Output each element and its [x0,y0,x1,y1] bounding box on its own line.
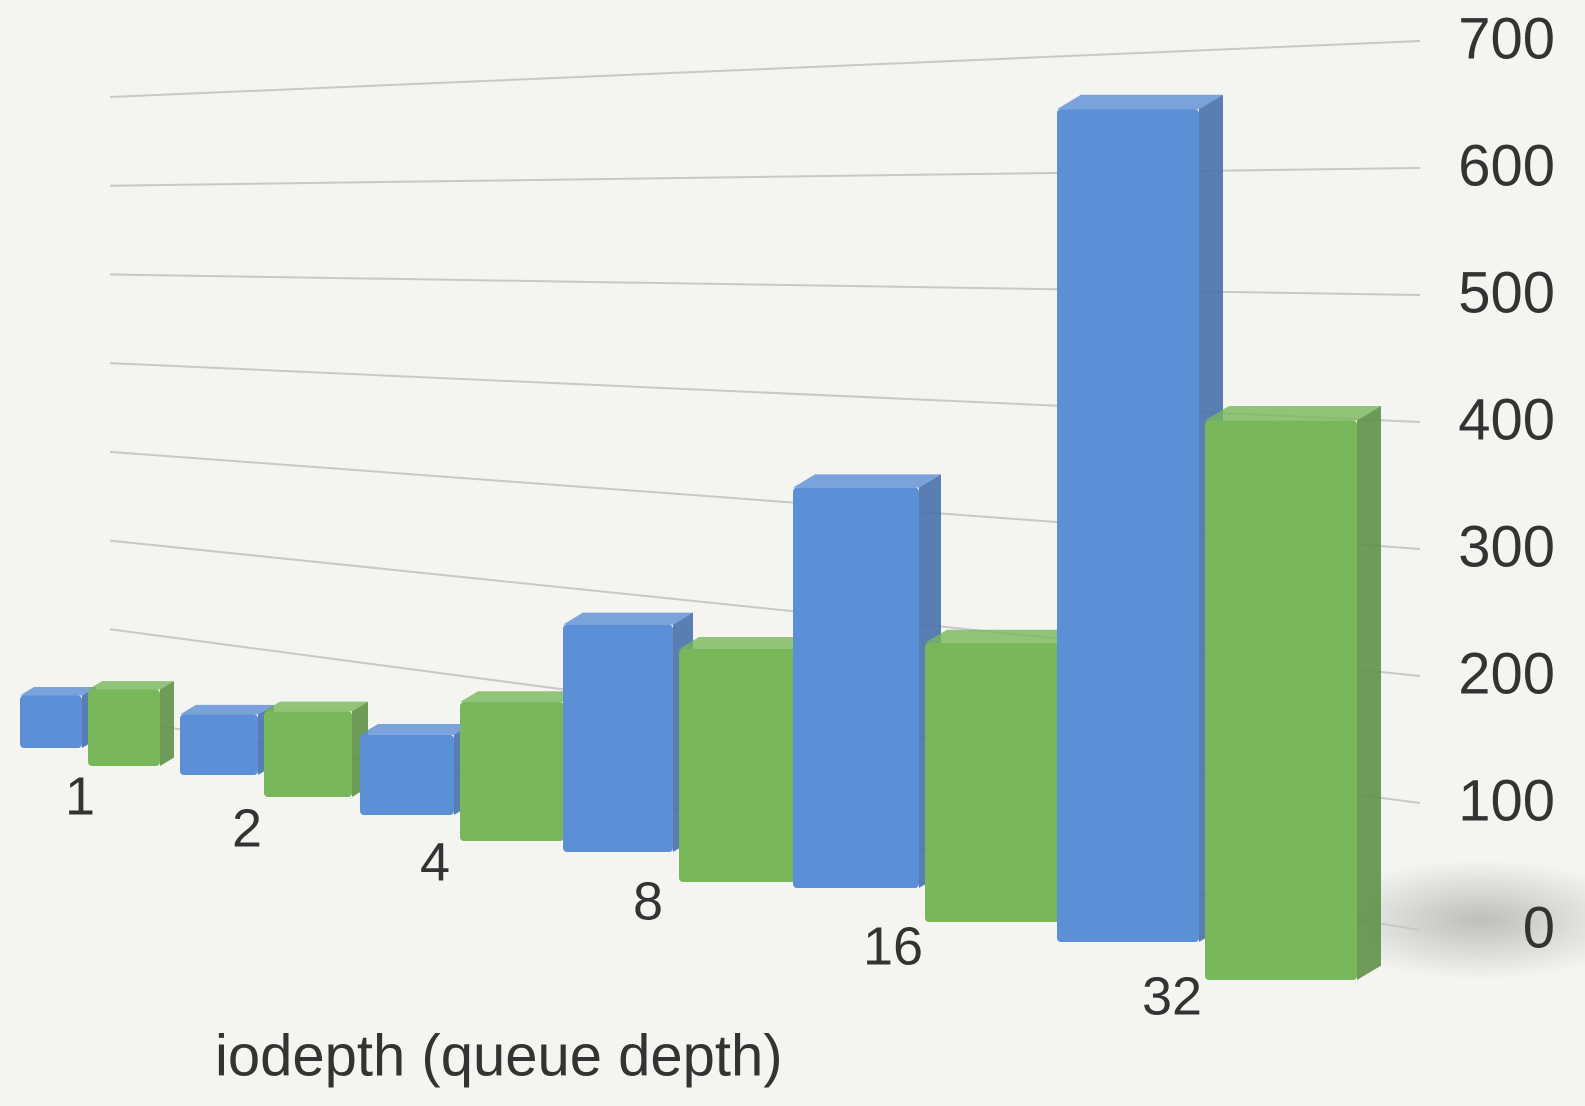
x-axis-title: iodepth (queue depth) [215,1023,783,1088]
x-tick-label: 16 [863,916,923,976]
bar-top [679,636,819,649]
bar-top [925,629,1083,643]
y-tick-label: 400 [1458,387,1555,452]
bar [180,714,258,775]
grid-line [109,40,1421,98]
bar-top [360,724,472,735]
bar-top [1205,406,1381,421]
x-tick-label: 1 [65,766,95,826]
y-tick-label: 300 [1458,514,1555,579]
bar-top [264,701,368,712]
y-tick-label: 100 [1458,768,1555,833]
bar-side [160,681,174,766]
bar-top [460,691,582,703]
bar [460,702,564,841]
bar [679,648,799,882]
bar [360,734,454,815]
bar [1205,420,1357,980]
bar [20,695,82,748]
bar-top [563,612,693,625]
bar [264,711,352,797]
bar [1057,109,1199,943]
bar-top [793,474,941,488]
bar-side [1357,406,1381,980]
x-tick-label: 4 [420,832,450,892]
x-tick-label: 8 [633,871,663,931]
bar [925,642,1061,922]
bar [793,487,919,888]
y-tick-label: 500 [1458,260,1555,325]
y-tick-label: 700 [1458,6,1555,71]
bar [563,624,673,852]
bar-top [20,687,96,696]
bar [88,689,160,766]
y-tick-label: 200 [1458,641,1555,706]
x-tick-label: 2 [232,798,262,858]
shadow [1320,860,1585,980]
x-tick-label: 32 [1142,966,1202,1026]
y-tick-label: 600 [1458,133,1555,198]
bar-top [180,704,274,715]
bar-top [88,681,174,690]
bar-top [1057,94,1223,110]
y-tick-label: 0 [1523,895,1555,960]
